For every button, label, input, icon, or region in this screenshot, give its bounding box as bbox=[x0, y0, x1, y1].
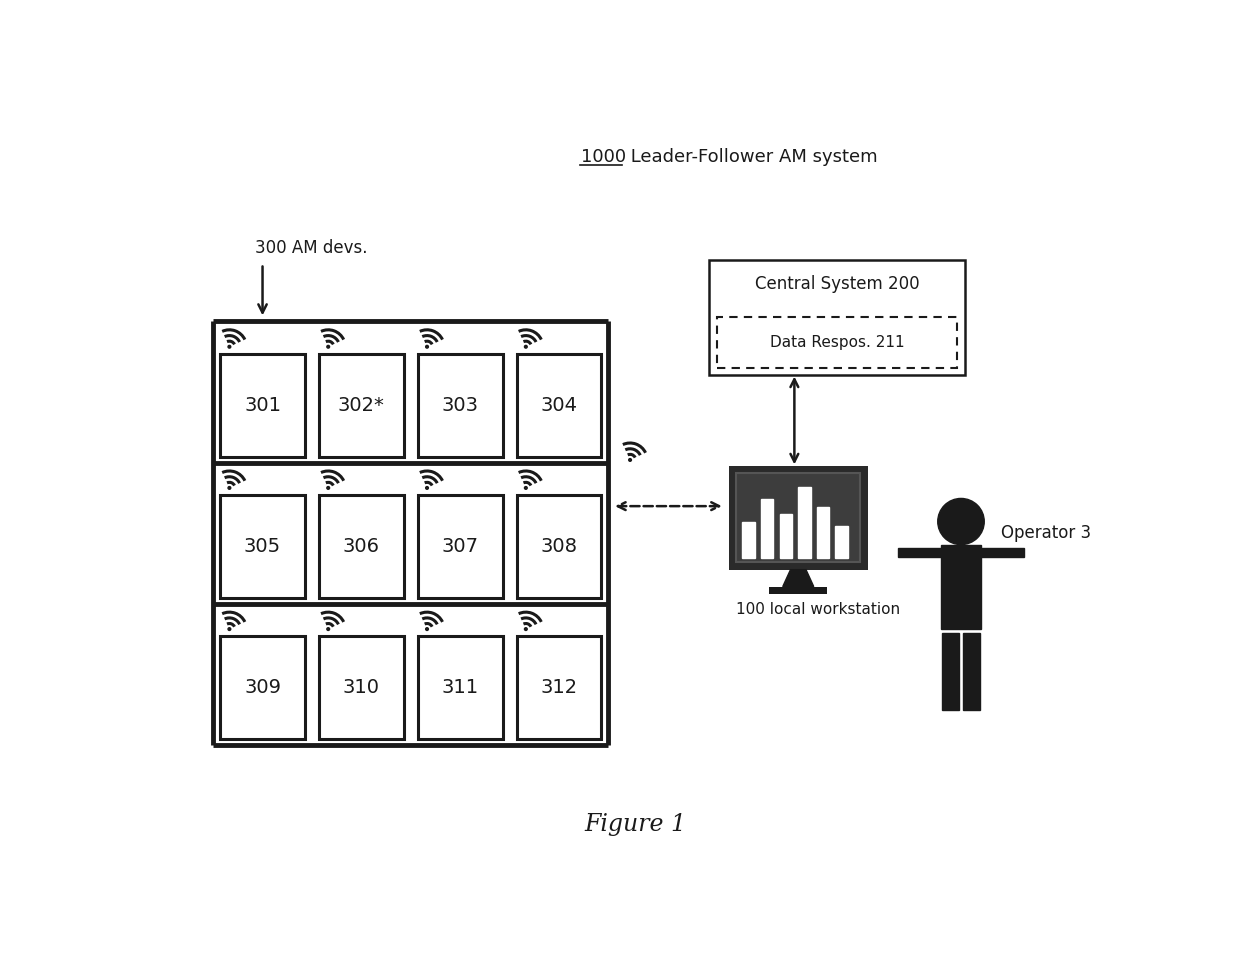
Bar bbox=[743, 522, 755, 558]
Bar bbox=[836, 526, 848, 558]
Text: Central System 200: Central System 200 bbox=[755, 276, 919, 293]
Bar bbox=[941, 545, 981, 629]
Circle shape bbox=[937, 498, 985, 545]
Circle shape bbox=[525, 486, 527, 489]
Bar bbox=[737, 474, 861, 562]
Text: 306: 306 bbox=[342, 537, 379, 556]
Bar bbox=[517, 636, 601, 740]
Circle shape bbox=[327, 346, 330, 349]
Bar bbox=[780, 515, 792, 558]
Bar bbox=[817, 507, 830, 558]
Bar bbox=[761, 499, 774, 558]
Bar bbox=[418, 495, 502, 598]
Bar bbox=[709, 259, 965, 375]
Text: Leader-Follower AM system: Leader-Follower AM system bbox=[625, 149, 877, 166]
Text: 1000: 1000 bbox=[582, 149, 626, 166]
Polygon shape bbox=[782, 570, 813, 586]
Circle shape bbox=[327, 627, 330, 630]
Bar bbox=[769, 586, 827, 594]
Bar bbox=[221, 353, 305, 457]
Circle shape bbox=[425, 346, 428, 349]
Text: 301: 301 bbox=[244, 396, 281, 415]
Bar bbox=[319, 636, 404, 740]
Circle shape bbox=[228, 346, 231, 349]
Bar bbox=[319, 353, 404, 457]
Text: Data Respos. 211: Data Respos. 211 bbox=[770, 335, 904, 350]
Bar bbox=[981, 548, 1024, 557]
Circle shape bbox=[425, 627, 428, 630]
Text: 309: 309 bbox=[244, 678, 281, 697]
Text: 310: 310 bbox=[342, 678, 379, 697]
Bar bbox=[418, 353, 502, 457]
Bar bbox=[898, 548, 941, 557]
Bar bbox=[517, 353, 601, 457]
Circle shape bbox=[629, 458, 631, 461]
Text: Figure 1: Figure 1 bbox=[584, 813, 687, 836]
Text: 304: 304 bbox=[541, 396, 578, 415]
Bar bbox=[799, 486, 811, 558]
Text: 308: 308 bbox=[541, 537, 578, 556]
Text: Operator 3: Operator 3 bbox=[1002, 524, 1091, 542]
Circle shape bbox=[228, 486, 231, 489]
Text: 312: 312 bbox=[541, 678, 578, 697]
Text: 305: 305 bbox=[244, 537, 281, 556]
Circle shape bbox=[525, 346, 527, 349]
Bar bbox=[729, 466, 868, 570]
Bar bbox=[418, 636, 502, 740]
Bar bbox=[221, 636, 305, 740]
Circle shape bbox=[425, 486, 428, 489]
Bar bbox=[941, 633, 959, 710]
Bar bbox=[517, 495, 601, 598]
Text: 307: 307 bbox=[441, 537, 479, 556]
Bar bbox=[221, 495, 305, 598]
Bar bbox=[319, 495, 404, 598]
Circle shape bbox=[327, 486, 330, 489]
Bar bbox=[963, 633, 981, 710]
Text: 302*: 302* bbox=[339, 396, 384, 415]
Text: 303: 303 bbox=[441, 396, 479, 415]
Circle shape bbox=[228, 627, 231, 630]
Text: 100 local workstation: 100 local workstation bbox=[737, 602, 900, 617]
Bar bbox=[717, 318, 957, 368]
Circle shape bbox=[525, 627, 527, 630]
Text: 300 AM devs.: 300 AM devs. bbox=[254, 240, 367, 257]
Text: 311: 311 bbox=[441, 678, 479, 697]
